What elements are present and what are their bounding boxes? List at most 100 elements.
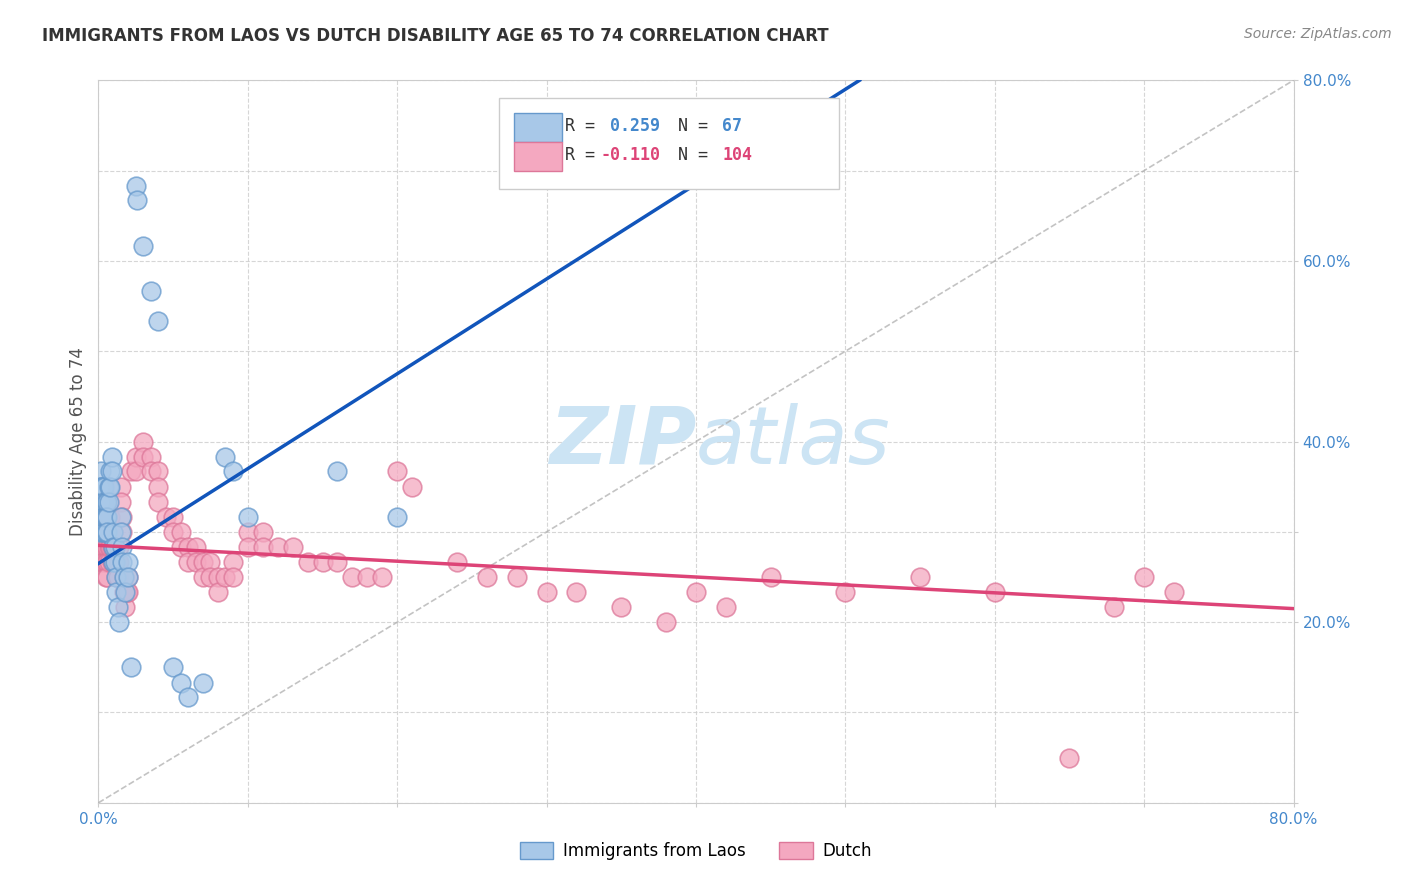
Point (200, 555, 222, 569)
Point (148, 314, 170, 328)
Point (93, 524, 115, 539)
Point (90, 540, 112, 554)
Point (475, 570, 498, 584)
Point (506, 570, 529, 584)
Point (108, 615, 131, 630)
Text: N =: N = (678, 117, 718, 135)
Point (565, 585, 588, 599)
Point (91, 524, 114, 539)
Text: 104: 104 (723, 145, 752, 164)
Point (96, 555, 118, 569)
Point (101, 450, 124, 464)
Point (93, 540, 115, 554)
Point (311, 555, 333, 569)
Point (94, 524, 117, 539)
Point (111, 555, 134, 569)
Point (214, 570, 236, 584)
Point (110, 495, 132, 509)
Point (610, 599, 633, 614)
Point (115, 585, 138, 599)
Legend: Immigrants from Laos, Dutch: Immigrants from Laos, Dutch (513, 835, 879, 867)
Y-axis label: Disability Age 65 to 74: Disability Age 65 to 74 (69, 347, 87, 536)
Text: 67: 67 (723, 117, 742, 135)
Point (89, 524, 111, 539)
Point (90, 509, 112, 524)
Point (177, 555, 200, 569)
Point (191, 570, 214, 584)
Point (655, 615, 678, 630)
Text: Source: ZipAtlas.com: Source: ZipAtlas.com (1244, 27, 1392, 41)
Point (89, 524, 111, 539)
Point (104, 540, 127, 554)
Point (91, 524, 114, 539)
Text: R =: R = (565, 117, 605, 135)
Point (107, 570, 129, 584)
Point (127, 194, 149, 208)
Point (191, 675, 214, 690)
Point (162, 524, 184, 539)
Point (200, 570, 222, 584)
Point (148, 464, 170, 478)
Point (385, 464, 409, 478)
Point (91, 495, 114, 509)
Point (103, 524, 125, 539)
Point (132, 450, 155, 464)
Point (96, 495, 118, 509)
Point (93, 524, 115, 539)
Point (155, 509, 177, 524)
Point (114, 599, 136, 614)
Point (91, 495, 114, 509)
Text: R =: R = (565, 145, 605, 164)
Text: 0.259: 0.259 (610, 117, 659, 135)
Point (105, 570, 128, 584)
Point (91, 509, 114, 524)
Point (94, 509, 117, 524)
Point (139, 450, 162, 464)
Point (104, 555, 127, 569)
Point (385, 509, 409, 524)
Point (93, 509, 115, 524)
Point (401, 480, 423, 494)
Point (105, 585, 128, 599)
Point (93, 555, 115, 569)
Point (120, 464, 142, 478)
Point (90, 509, 112, 524)
Point (110, 509, 132, 524)
Point (685, 585, 707, 599)
Point (90, 555, 112, 569)
Point (252, 524, 274, 539)
Point (90, 464, 112, 478)
Point (114, 585, 136, 599)
Point (1059, 750, 1081, 764)
Point (93, 495, 115, 509)
Point (117, 570, 139, 584)
Point (101, 464, 124, 478)
Point (107, 555, 129, 569)
FancyBboxPatch shape (499, 98, 839, 189)
Point (446, 555, 468, 569)
Point (148, 495, 170, 509)
Point (103, 540, 125, 554)
Point (91, 540, 114, 554)
Text: atlas: atlas (696, 402, 891, 481)
Point (90, 480, 112, 494)
Point (236, 524, 259, 539)
Point (112, 570, 135, 584)
Point (98, 540, 122, 554)
Point (834, 585, 856, 599)
FancyBboxPatch shape (515, 142, 562, 170)
Point (110, 480, 132, 494)
Text: N =: N = (678, 145, 718, 164)
Point (89, 480, 111, 494)
Point (105, 555, 128, 569)
Point (162, 660, 184, 674)
Point (371, 570, 394, 584)
Point (139, 284, 162, 298)
Point (297, 555, 319, 569)
Text: -0.110: -0.110 (600, 145, 661, 164)
Point (89, 495, 111, 509)
Point (89, 480, 111, 494)
Point (326, 464, 349, 478)
Point (536, 585, 558, 599)
Point (177, 540, 200, 554)
